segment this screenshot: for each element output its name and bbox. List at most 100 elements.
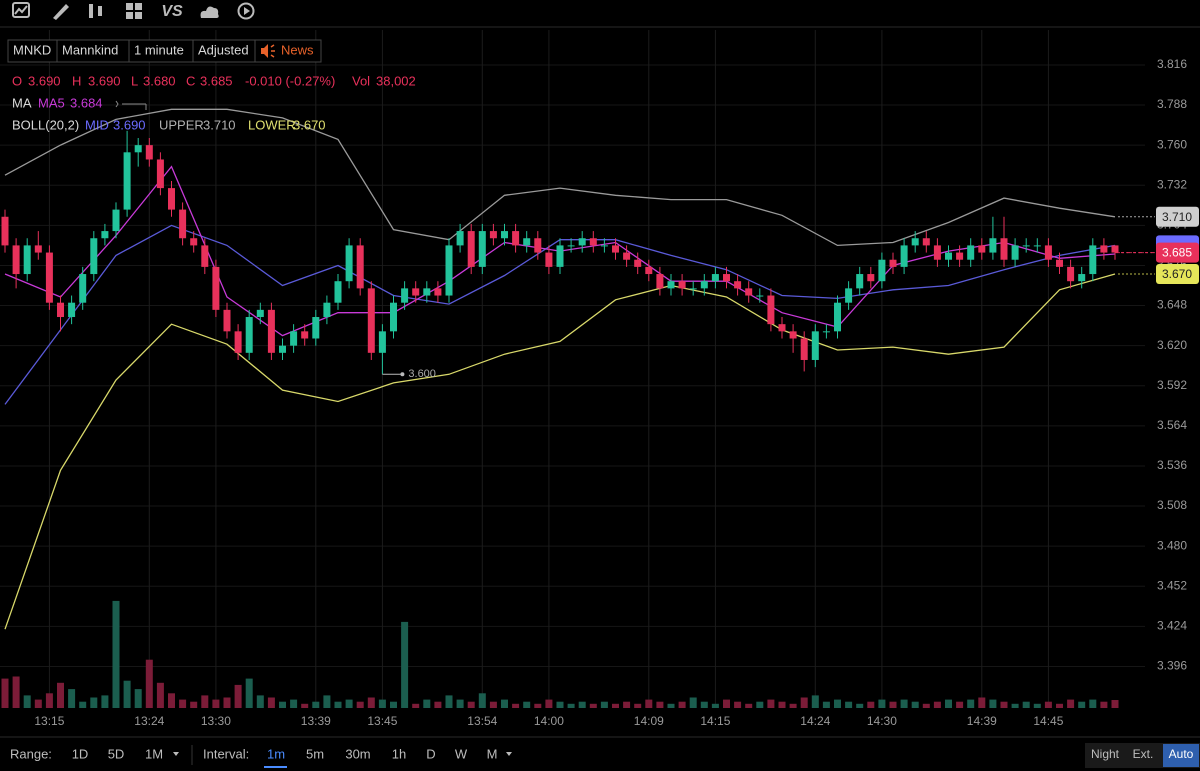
candle-body [445,245,453,296]
symbol[interactable]: MNKD [13,42,51,57]
y-tick-label: 3.788 [1157,97,1187,111]
news[interactable]: News [281,42,314,57]
y-tick-label: 3.760 [1157,137,1187,151]
candle-body [900,245,908,267]
candle-body [623,252,631,260]
boll-label[interactable]: BOLL(20,2) [12,117,79,132]
candle-body [834,302,841,332]
candle-body [1056,259,1063,267]
candle-body [567,245,575,247]
candle-body [612,245,619,253]
y-tick-label: 3.396 [1157,659,1187,673]
replay-icon[interactable] [237,2,255,20]
interval-button[interactable]: W [455,746,468,761]
chart-type-glyph [14,5,28,15]
candle-body [256,309,264,318]
x-tick-label: 13:30 [201,714,231,728]
candle-body [378,331,386,353]
volume-bar [889,701,897,708]
interval-button[interactable]: 1m [267,746,285,761]
volume-bar [245,678,253,708]
interval[interactable]: 1 minute [134,42,184,57]
candle-body [978,245,986,253]
range-button[interactable]: 5D [108,746,125,761]
layout-icon-2 [135,3,142,10]
range-dropdown[interactable] [173,752,179,756]
session-active [1163,744,1199,767]
volume-bar [1067,699,1075,708]
candle-body [523,238,531,246]
session-button[interactable]: Ext. [1133,747,1154,761]
candle-body [1033,245,1041,247]
volume-bar [578,701,586,708]
layout-icon[interactable] [126,3,133,10]
volume-bar [1033,703,1041,708]
candle-body [223,309,231,332]
ma-label[interactable]: MA [12,95,32,110]
chart-type-icon[interactable] [12,2,30,18]
candle-body [356,245,364,289]
ma5-label: MA5 [38,95,65,110]
candle-body [545,252,553,267]
volume-bar [112,600,120,708]
volume-bar [534,703,542,708]
candle-body [456,231,464,246]
lower-value: 3.670 [293,117,326,132]
volume-bar [101,695,109,708]
candle-body [267,309,275,353]
x-tick-label: 13:39 [301,714,331,728]
volume-bar [45,693,53,708]
candle-body [245,317,253,353]
interval-button[interactable]: D [426,746,435,761]
ma-expand[interactable] [115,100,147,110]
volume-bar [201,695,209,708]
y-tick-label: 3.452 [1157,578,1187,592]
session-button[interactable]: Auto [1169,747,1194,761]
range-button[interactable]: 1M [145,746,163,761]
interval-button[interactable]: 5m [306,746,324,761]
x-tick-label: 14:09 [634,714,664,728]
candle-icon-2 [98,6,102,16]
volume-bar [600,701,608,708]
volume-bar [756,701,764,708]
range-label: Range: [10,746,52,761]
ma5-value: 3.684 [70,95,103,110]
adjustment[interactable]: Adjusted [198,42,249,57]
volume-bar [612,703,619,708]
volume-bar [911,701,919,708]
range-button[interactable]: 1D [72,746,89,761]
interval-button[interactable]: 30m [345,746,370,761]
interval-label: Interval: [203,746,249,761]
volume-bar [678,701,686,708]
toolbar: VS [0,2,1200,28]
volume-bar [589,703,597,708]
interval-button[interactable]: 1h [392,746,406,761]
session-button[interactable]: Night [1091,747,1120,761]
volume-bar [800,697,808,708]
high-value: 3.690 [88,73,121,88]
volume-bar [123,680,131,708]
interval-dropdown[interactable] [506,752,512,756]
volume-bar [489,701,497,708]
volume-bar [945,699,952,708]
cloud-icon[interactable] [200,6,219,19]
candle-layer [1,130,1119,375]
compare-button[interactable]: VS [161,3,183,20]
mid-label: MID [85,117,109,132]
lower-label: LOWER [248,117,296,132]
interval-button[interactable]: M [487,746,498,761]
candle-body [589,238,597,246]
volume-bar [922,703,930,708]
close-value: 3.685 [200,73,233,88]
candle-body [1011,245,1019,260]
volume-bar [23,695,31,708]
candle-body [168,188,175,210]
candle-body [401,288,409,303]
draw-icon[interactable] [53,4,69,20]
candle-icon[interactable] [89,4,93,18]
close-label: C [186,73,195,88]
x-tick-label: 14:00 [534,714,564,728]
candle-body [345,245,353,282]
